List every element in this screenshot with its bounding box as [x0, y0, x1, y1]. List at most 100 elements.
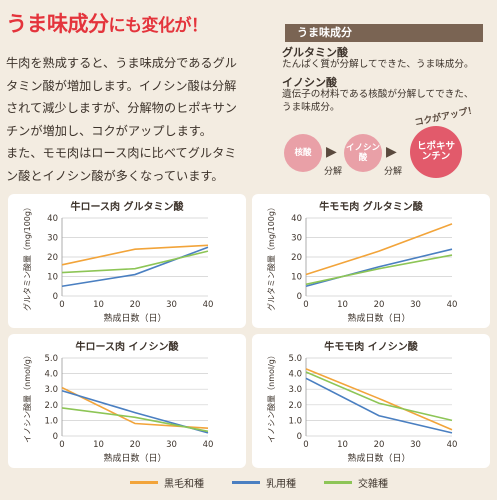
chart-loin-glutamic: 牛ロース肉 グルタミン酸 0 10 20 30 40 0 10 20 30 40 熟成日数（日） グルタ… [22, 200, 214, 324]
legend-swatch-kuroge [130, 481, 158, 484]
inosinic-desc-1: 遺伝子の材料である核酸が分解してできた、 [282, 89, 474, 100]
series-line [305, 377, 453, 434]
page-title: うま味成分にも変化が！ [6, 8, 208, 38]
y-tick-label: 0 [297, 432, 302, 442]
y-tick-label: 10 [47, 273, 58, 283]
y-tick-label: 2.0 [288, 401, 302, 411]
y-tick-label: 10 [291, 273, 302, 283]
arrow-right-icon: ▶ [326, 144, 337, 160]
inosinic-term: イノシン酸 [282, 76, 337, 89]
series-line [61, 386, 209, 429]
legend-item: 交雑種 [324, 475, 388, 490]
x-axis-label: 熟成日数（日） [103, 452, 166, 464]
y-tick-label: 5.0 [44, 354, 58, 364]
legend-item: 黒毛和種 [130, 475, 204, 490]
chart-round-glutamic: 牛モモ肉 グルタミン酸 0 10 20 30 40 0 10 20 30 40 熟成日数（日） グルタミ… [266, 200, 458, 324]
flow-step-nucleic-acid: 核酸 [284, 134, 322, 172]
sidebar-heading: うま味成分 [285, 24, 483, 42]
x-tick-label: 40 [447, 300, 458, 310]
intro-line: また、モモ肉はロース肉に比べてグルタミ [6, 146, 237, 160]
chart-panel-round-inosinic: 牛モモ肉 イノシン酸 0 1.0 2.0 3.0 4.0 5.0 0 10 20 30 40 熟成日数（… [252, 334, 490, 468]
chart-loin-inosinic: 牛ロース肉 イノシン酸 0 1.0 2.0 3.0 4.0 5.0 0 10 20 30 40 熟成日数… [22, 340, 214, 464]
intro-text: 牛肉を熟成すると、うま味成分であるグル タミン酸が増加します。イノシン酸は分解 … [6, 52, 274, 187]
y-tick-label: 3.0 [288, 385, 302, 395]
chart-panel-loin-glutamic: 牛ロース肉 グルタミン酸 0 10 20 30 40 0 10 20 30 40 熟成日数（日） グルタ… [8, 194, 246, 328]
x-tick-label: 30 [410, 440, 421, 450]
title-rest: にも変化が！ [108, 16, 209, 36]
chart-panel-round-glutamic: 牛モモ肉 グルタミン酸 0 10 20 30 40 0 10 20 30 40 熟成日数（日） グルタミ… [252, 194, 490, 328]
y-axis-label: イノシン酸量（nmol/g） [22, 351, 32, 443]
y-tick-label: 5.0 [288, 354, 302, 364]
legend-label: 乳用種 [266, 479, 296, 490]
x-tick-label: 10 [337, 300, 348, 310]
chart-title: 牛ロース肉 イノシン酸 [76, 340, 180, 353]
y-tick-label: 30 [47, 234, 58, 244]
series-line [61, 407, 209, 433]
series-line [61, 250, 209, 274]
y-tick-label: 40 [47, 214, 58, 224]
x-tick-label: 30 [410, 300, 421, 310]
y-tick-label: 40 [291, 214, 302, 224]
chart-panel-loin-inosinic: 牛ロース肉 イノシン酸 0 1.0 2.0 3.0 4.0 5.0 0 10 20 30 40 熟成日数… [8, 334, 246, 468]
x-tick-label: 0 [59, 300, 64, 310]
x-tick-label: 20 [374, 440, 385, 450]
x-tick-label: 40 [447, 440, 458, 450]
chart-title: 牛ロース肉 グルタミン酸 [71, 200, 185, 213]
y-tick-label: 20 [291, 253, 302, 263]
x-tick-label: 10 [93, 300, 104, 310]
y-tick-label: 20 [47, 253, 58, 263]
x-axis-label: 熟成日数（日） [347, 312, 410, 324]
y-tick-label: 3.0 [44, 385, 58, 395]
y-tick-label: 4.0 [44, 370, 58, 380]
series-line [61, 244, 209, 266]
legend-swatch-kozatsu [324, 481, 352, 484]
series-line [305, 368, 453, 431]
x-axis-label: 熟成日数（日） [347, 452, 410, 464]
title-highlight: うま味成分 [6, 12, 109, 36]
x-tick-label: 0 [59, 440, 64, 450]
flow-label: 分解 [384, 167, 403, 177]
flow-step-hypoxanthine-text: ヒポキサ ンチン [417, 142, 455, 162]
series-line [61, 246, 209, 288]
intro-line: 牛肉を熟成すると、うま味成分であるグル [6, 56, 237, 70]
glutamic-term: グルタミン酸 [282, 46, 348, 59]
x-tick-label: 0 [303, 300, 308, 310]
x-tick-label: 0 [303, 440, 308, 450]
y-tick-label: 1.0 [44, 416, 58, 426]
hypoxanthine-line-2: ンチン [421, 151, 451, 162]
x-tick-label: 10 [93, 440, 104, 450]
inosinic-desc-2: うま味成分。 [282, 102, 340, 113]
y-axis-label: グルタミン酸量（mg/100g） [266, 203, 276, 311]
x-tick-label: 10 [337, 440, 348, 450]
x-tick-label: 30 [166, 300, 177, 310]
y-tick-label: 0 [53, 432, 58, 442]
flow-label: 分解 [324, 167, 343, 177]
y-tick-label: 2.0 [44, 401, 58, 411]
series-line [305, 371, 453, 422]
x-tick-label: 20 [130, 300, 141, 310]
y-tick-label: 0 [297, 292, 302, 302]
chart-title: 牛モモ肉 グルタミン酸 [319, 200, 423, 213]
x-tick-label: 20 [374, 300, 385, 310]
hypoxanthine-line-1: ヒポキサ [416, 141, 455, 152]
chart-round-inosinic: 牛モモ肉 イノシン酸 0 1.0 2.0 3.0 4.0 5.0 0 10 20 30 40 熟成日数（… [266, 340, 458, 464]
y-axis-label: イノシン酸量（nmol/g） [266, 351, 276, 443]
y-axis-label: グルタミン酸量（mg/100g） [22, 203, 32, 311]
x-tick-label: 20 [130, 440, 141, 450]
chart-legend: 黒毛和種 乳用種 交雑種 [130, 475, 388, 490]
flow-step-inosinic: イノシン酸 [344, 134, 382, 172]
y-tick-label: 30 [291, 234, 302, 244]
legend-swatch-nyuyo [232, 481, 260, 484]
legend-label: 交雑種 [358, 479, 388, 490]
x-tick-label: 40 [203, 300, 214, 310]
intro-line: ン酸とイノシン酸が多くなっています。 [6, 168, 224, 183]
series-line [305, 254, 453, 286]
y-tick-label: 4.0 [288, 370, 302, 380]
legend-item: 乳用種 [232, 475, 296, 490]
intro-line: チンが増加し、コクがアップします。 [6, 123, 212, 138]
chart-title: 牛モモ肉 イノシン酸 [324, 340, 418, 353]
x-tick-label: 40 [203, 440, 214, 450]
series-line [305, 223, 453, 276]
flow-step-hypoxanthine: ヒポキサ ンチン [410, 126, 462, 178]
x-tick-label: 30 [166, 440, 177, 450]
